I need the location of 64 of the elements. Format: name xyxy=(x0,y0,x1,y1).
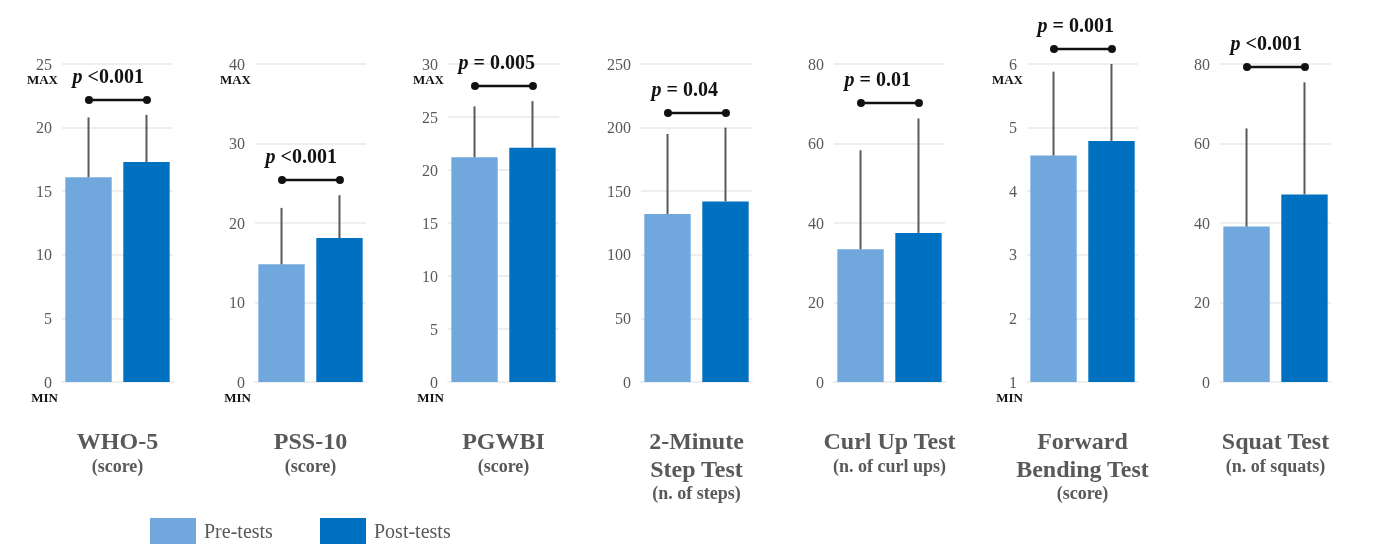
y-tick-label: 30 xyxy=(229,135,245,152)
y-tick-label: 15 xyxy=(422,214,438,232)
text: p <0.001 xyxy=(1228,32,1302,56)
y-tick-label: 0 xyxy=(816,373,824,391)
y-tick-label: 80 xyxy=(1194,55,1210,73)
y-tick-label: 6 xyxy=(1009,55,1017,73)
y-tick-label: 60 xyxy=(808,135,824,152)
x-axis-title: PSS-10 (score) xyxy=(272,428,349,478)
y-tick-label: 20 xyxy=(422,161,438,179)
y-tick-label: 50 xyxy=(615,309,631,327)
y-tick-label: 15 xyxy=(36,182,52,200)
y-tick-label: 40 xyxy=(1194,214,1210,232)
text: p = 0.001 xyxy=(1035,14,1114,37)
y-tick-label: 150 xyxy=(607,182,631,200)
y-tick-label: 20 xyxy=(229,214,245,232)
y-tick-label: 0 xyxy=(623,373,631,391)
y-tick-label: 4 xyxy=(1009,182,1017,200)
y-tick-label: 2 xyxy=(1009,309,1017,327)
x-axis-title: PGWBI (score) xyxy=(461,428,546,478)
x-axis-title: 2-Minute Step Test (n. of steps) xyxy=(648,428,745,505)
y-tick-label: 1 xyxy=(1009,373,1017,391)
x-axis-title: Squat Test (n. of squats) xyxy=(1220,428,1331,478)
annotation: p <0.001 xyxy=(70,64,144,88)
y-tick-label: 5 xyxy=(44,309,52,327)
y-tick-label: 0 xyxy=(44,373,52,391)
text: MAX xyxy=(26,72,59,87)
x-axis-title: Curl Up Test (n. of curl ups) xyxy=(822,428,957,478)
y-tick-label: 5 xyxy=(1009,119,1017,137)
y-tick-label: 25 xyxy=(422,108,438,126)
y-tick-label: 5 xyxy=(430,320,438,338)
x-axis-title: WHO-5 (score) xyxy=(75,428,160,478)
text: MAX xyxy=(219,72,252,87)
y-tick-label: 100 xyxy=(607,246,631,264)
y-tick-label: 30 xyxy=(422,55,438,73)
y-tick-label: 20 xyxy=(36,119,52,137)
y-tick-label: 10 xyxy=(36,246,52,264)
y-tick-label: 10 xyxy=(229,294,245,311)
text: MAX xyxy=(991,72,1024,87)
annotation: p = 0.01 xyxy=(842,68,911,92)
annotation: p = 0.005 xyxy=(456,51,535,75)
y-tick-label: 3 xyxy=(1009,246,1017,264)
y-tick-label: 0 xyxy=(237,373,245,391)
y-tick-label: 0 xyxy=(1202,373,1210,391)
text: MAX xyxy=(412,72,445,87)
y-tick-label: 40 xyxy=(808,214,824,232)
legend-label: Pre-tests xyxy=(204,519,273,543)
y-tick-label: 200 xyxy=(607,119,631,137)
y-tick-label: 0 xyxy=(430,373,438,391)
annotation: p <0.001 xyxy=(263,145,337,169)
y-tick-label: 40 xyxy=(229,55,245,73)
y-tick-label: 10 xyxy=(422,267,438,285)
text: MIN xyxy=(224,390,252,405)
y-tick-label: 250 xyxy=(607,55,631,73)
text: MIN xyxy=(31,390,59,405)
text: MIN xyxy=(996,390,1024,405)
y-tick-label: 20 xyxy=(1194,294,1210,311)
y-tick-label: 25 xyxy=(36,55,52,73)
y-tick-label: 60 xyxy=(1194,135,1210,152)
x-axis-title: Forward Bending Test (score) xyxy=(1015,428,1150,505)
legend-label: Post-tests xyxy=(374,519,451,543)
annotation: p = 0.04 xyxy=(649,77,718,101)
y-tick-label: 80 xyxy=(808,55,824,73)
text: MIN xyxy=(417,390,445,405)
y-tick-label: 20 xyxy=(808,294,824,311)
